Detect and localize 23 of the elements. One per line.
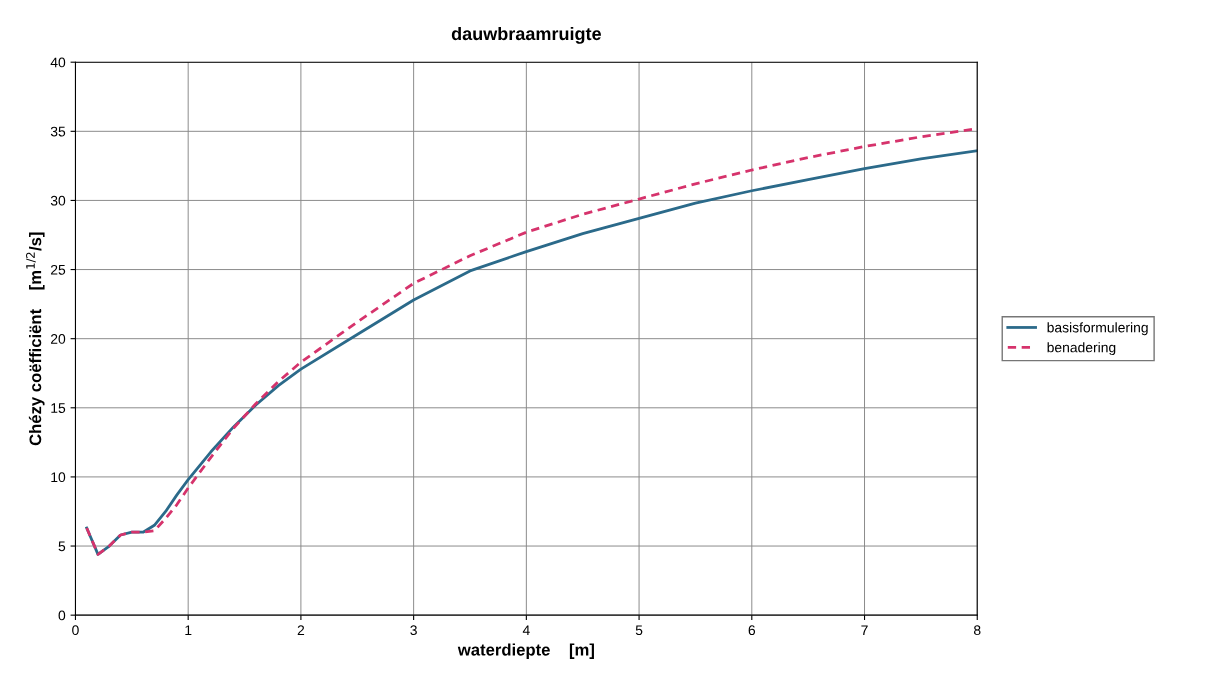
x-tick-label: 7	[861, 625, 868, 635]
y-tick-label: 35	[50, 126, 66, 137]
x-tick-label: 5	[635, 625, 643, 636]
legend-label: benadering	[1047, 342, 1116, 356]
y-tick-label: 15	[51, 403, 66, 413]
y-tick-label: 30	[50, 195, 66, 206]
x-axis-title: waterdiepte [m]	[457, 643, 594, 659]
y-axis-title: Chézy coëfficiënt [m$^{1/2}$/s]	[26, 232, 45, 446]
y-tick-label: 40	[50, 57, 66, 68]
x-tick-label: 6	[748, 625, 756, 636]
x-tick-label: 0	[72, 625, 79, 636]
x-tick-label: 4	[522, 625, 530, 635]
y-tick-label: 25	[50, 264, 66, 275]
x-tick-label: 2	[297, 625, 305, 635]
x-tick-label: 8	[973, 625, 981, 636]
chart-title: dauwbraamruigte	[451, 26, 601, 44]
y-tick-label: 0	[58, 610, 66, 621]
legend-label: basisformulering	[1047, 322, 1148, 336]
y-tick-label: 5	[58, 541, 66, 552]
y-tick-label: 20	[50, 334, 66, 344]
y-tick-label: 10	[51, 472, 66, 483]
x-tick-label: 1	[185, 625, 192, 635]
x-tick-label: 3	[410, 625, 417, 636]
